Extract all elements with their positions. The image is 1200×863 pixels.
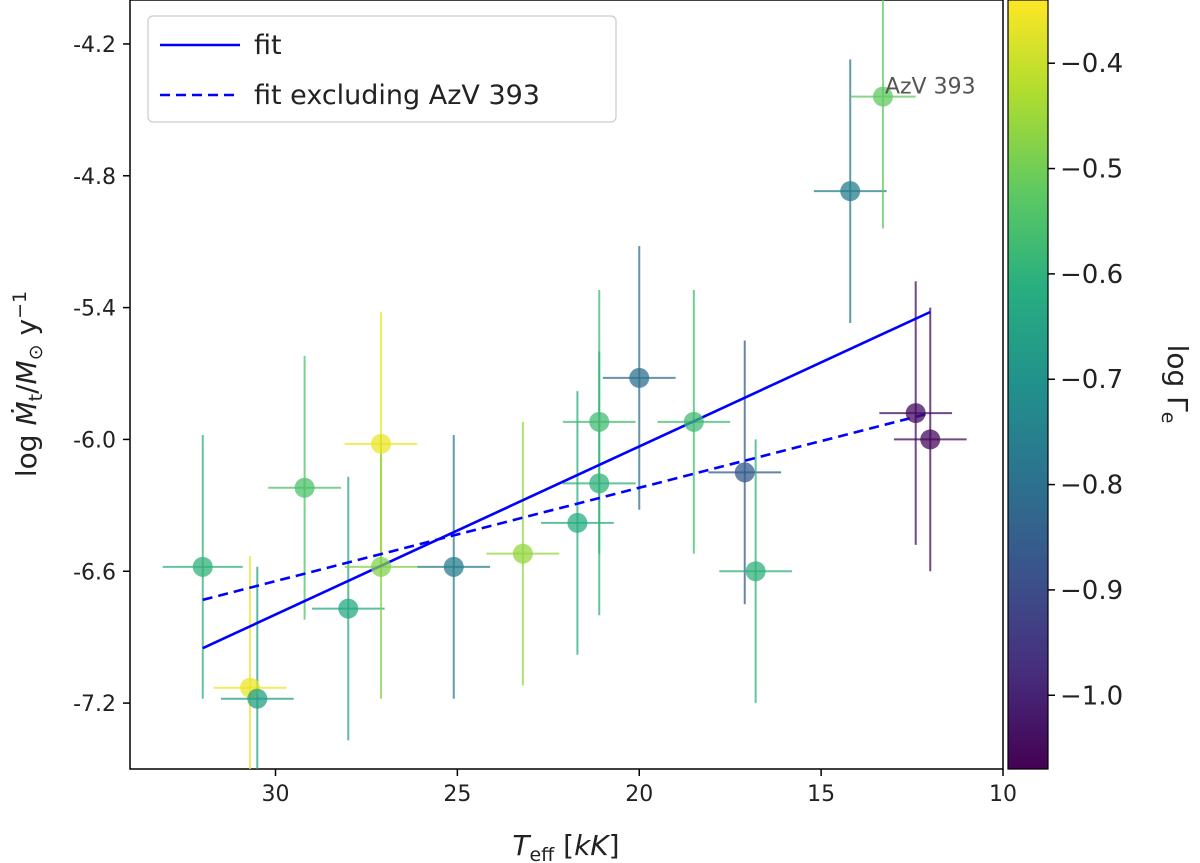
data-point xyxy=(872,86,893,107)
data-point xyxy=(370,433,391,454)
annotation-label: AzV 393 xyxy=(885,75,976,100)
data-point xyxy=(589,473,610,494)
data-point xyxy=(905,403,926,424)
legend-fit-label: fit xyxy=(254,30,282,61)
x-tick-label: 25 xyxy=(443,782,471,807)
legend-box xyxy=(147,15,617,123)
legend-fit-excl-label: fit excluding AzV 393 xyxy=(254,80,540,111)
fit-lines xyxy=(202,310,931,650)
colorbar-ticks: −0.4 −0.5 −0.6 −0.7 −0.8 −0.9 −1.0 xyxy=(1048,49,1123,711)
data-point xyxy=(840,181,861,202)
x-axis: 30 25 20 15 10 xyxy=(262,769,1017,807)
x-tick-label: 15 xyxy=(807,782,835,807)
x-tick-label: 10 xyxy=(989,782,1017,807)
data-point xyxy=(512,543,533,564)
colorbar-label: log Γe xyxy=(1157,345,1194,424)
x-tick-label: 20 xyxy=(625,782,653,807)
annotations: AzV 393 xyxy=(885,75,976,100)
data-point xyxy=(745,561,766,582)
data-point xyxy=(247,688,268,709)
y-axis: -4.2 -4.8 -5.4 -6.0 -6.6 -7.2 xyxy=(73,33,130,717)
colorbar-tick-label: −0.4 xyxy=(1060,49,1123,79)
y-tick-label: -6.6 xyxy=(73,560,116,585)
plot-area xyxy=(129,0,1004,770)
fit-line xyxy=(202,310,931,650)
colorbar-tick-label: −0.9 xyxy=(1060,576,1123,606)
y-axis-label: log Ṁt/M⊙ y−1 xyxy=(9,291,47,477)
colorbar: −0.4 −0.5 −0.6 −0.7 −0.8 −0.9 −1.0 log Γe xyxy=(1007,0,1194,770)
data-point xyxy=(192,556,213,577)
data-point xyxy=(294,477,315,498)
legend: fit fit excluding AzV 393 xyxy=(147,15,617,123)
y-tick-label: -7.2 xyxy=(73,692,116,717)
data-point xyxy=(683,411,704,432)
data-point xyxy=(629,367,650,388)
data-point xyxy=(920,429,941,450)
data-point xyxy=(567,512,588,533)
y-tick-label: -4.8 xyxy=(73,165,116,190)
colorbar-tick-label: −0.8 xyxy=(1060,471,1123,501)
colorbar-tick-label: −0.5 xyxy=(1060,155,1123,185)
colorbar-tick-label: −0.6 xyxy=(1060,260,1123,290)
x-axis-label: Teff [kK] xyxy=(512,829,619,863)
colorbar-tick-label: −0.7 xyxy=(1060,365,1123,395)
data-point xyxy=(734,462,755,483)
data-point xyxy=(589,411,610,432)
data-points xyxy=(192,86,941,709)
data-point xyxy=(338,598,359,619)
data-point xyxy=(370,556,391,577)
data-point xyxy=(443,556,464,577)
colorbar-tick-label: −1.0 xyxy=(1060,681,1123,711)
y-tick-label: -6.0 xyxy=(73,428,116,453)
x-tick-label: 30 xyxy=(262,782,290,807)
y-tick-label: -5.4 xyxy=(73,297,116,322)
colorbar-gradient xyxy=(1007,0,1049,770)
fit-excluding-line xyxy=(202,411,931,602)
y-tick-label: -4.2 xyxy=(73,33,116,58)
